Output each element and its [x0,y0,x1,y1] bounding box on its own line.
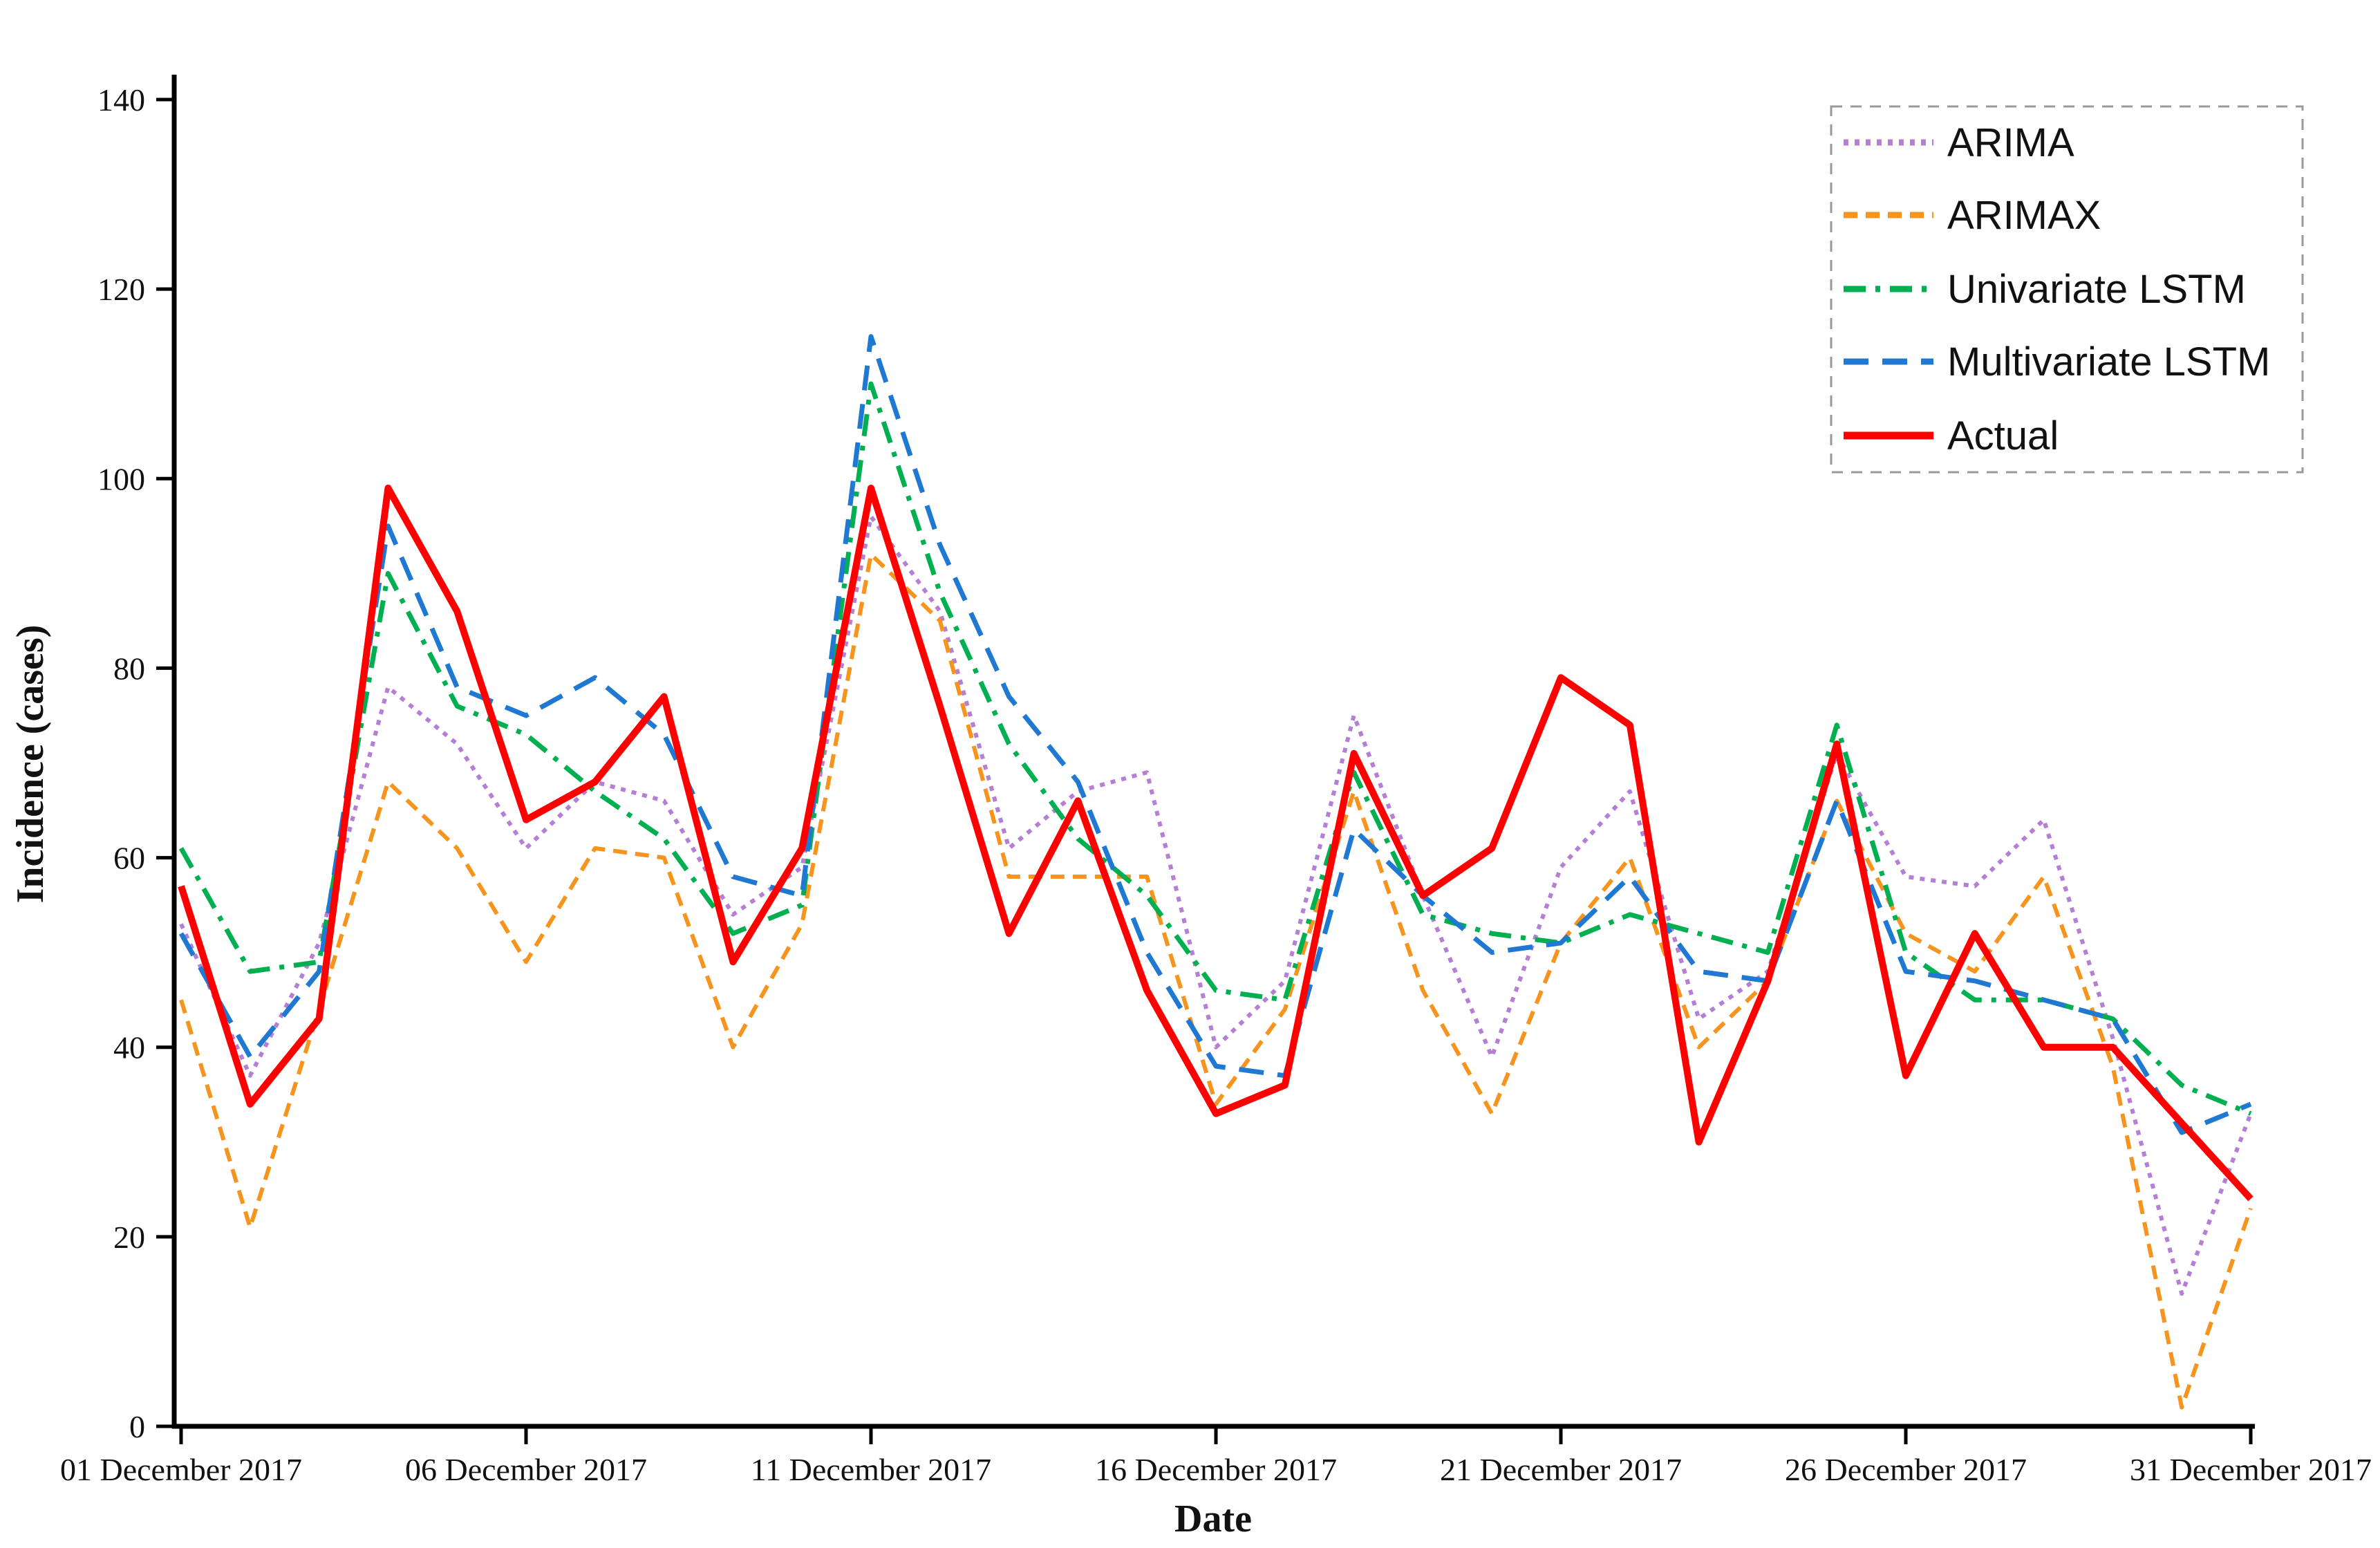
y-tick-label: 40 [113,1030,145,1065]
y-tick-label: 120 [97,272,145,307]
y-tick-label: 0 [129,1409,145,1444]
legend-item-arimax: ARIMAX [1844,193,2101,238]
legend-item-actual: Actual [1844,413,2059,458]
x-axis-title: Date [1174,1498,1252,1540]
x-tick-label: 06 December 2017 [405,1452,647,1487]
y-tick-label: 20 [113,1220,145,1255]
y-tick-label: 140 [97,82,145,118]
series-line-univariate-lstm [178,381,2252,1116]
legend: ARIMA ARIMAX Univariate LSTM Multivariate L… [1830,105,2304,474]
x-tick-label: 31 December 2017 [2130,1452,2372,1487]
y-tick-label: 100 [97,461,145,496]
series-line-actual [178,485,2253,1202]
series-line-arima [179,514,2253,1296]
series-line-multivariate-lstm [178,334,2252,1135]
legend-item-univariate-lstm: Univariate LSTM [1844,267,2246,312]
x-tick-label: 26 December 2017 [1785,1452,2027,1487]
legend-item-label: Multivariate LSTM [1947,339,2270,384]
x-tick-label: 01 December 2017 [60,1452,302,1487]
y-axis-title: Incidence (cases) [9,625,52,904]
x-tick-label: 21 December 2017 [1440,1452,1682,1487]
x-tick-label: 16 December 2017 [1095,1452,1337,1487]
y-tick-label: 60 [113,841,145,876]
legend-item-arima: ARIMA [1844,120,2074,165]
y-tick-label: 80 [113,651,145,686]
legend-item-label: Actual [1947,413,2059,458]
series-line-arimax [179,552,2253,1410]
legend-item-multivariate-lstm: Multivariate LSTM [1844,339,2270,384]
axes: 0 20 40 60 80 100 120 140 01 December 2017 06 Dec… [60,75,2372,1487]
legend-item-label: ARIMAX [1947,193,2101,238]
x-tick-label: 11 December 2017 [751,1452,991,1487]
legend-item-label: ARIMA [1947,120,2074,165]
legend-item-label: Univariate LSTM [1947,267,2246,312]
plot-area [178,334,2253,1410]
